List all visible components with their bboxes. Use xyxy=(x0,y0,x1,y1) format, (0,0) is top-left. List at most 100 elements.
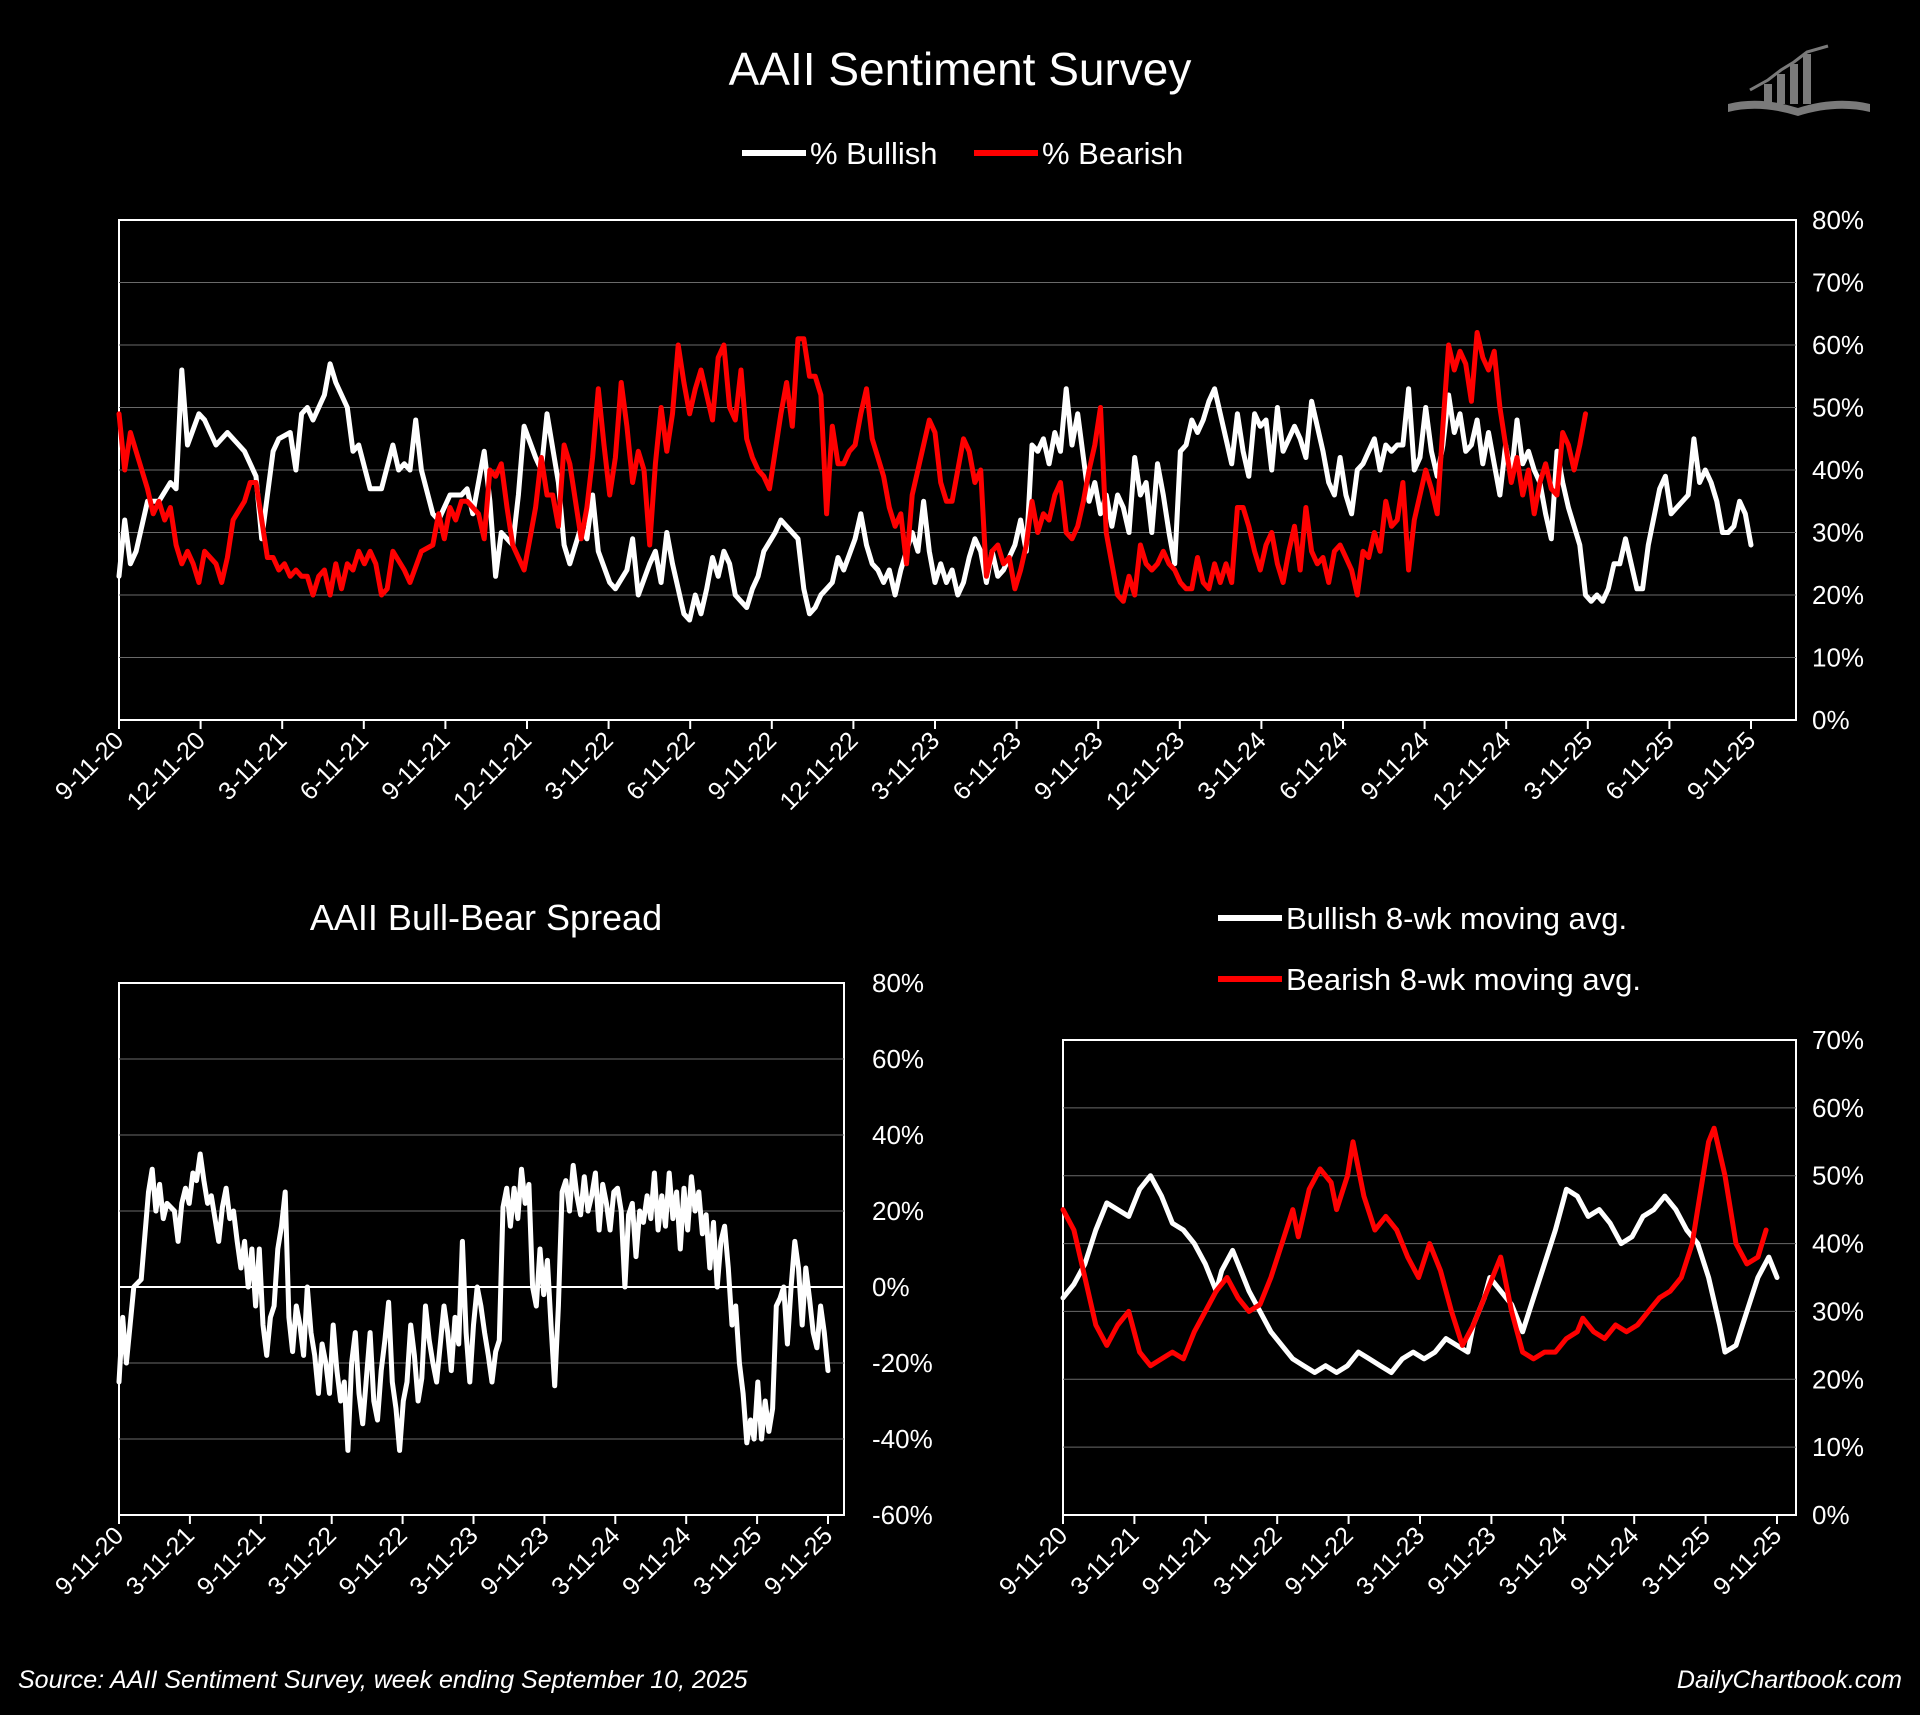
x-tick-label: 9-11-24 xyxy=(617,1521,696,1600)
y-tick-label: 30% xyxy=(1812,518,1864,548)
spread-x-axis: 9-11-203-11-219-11-213-11-229-11-223-11-… xyxy=(50,1515,838,1601)
moving-average-chart: 0%10%20%30%40%50%60%70% 9-11-203-11-219-… xyxy=(994,1025,1864,1601)
site-credit: DailyChartbook.com xyxy=(1677,1666,1902,1694)
x-tick-label: 3-11-24 xyxy=(546,1521,625,1600)
x-tick-label: 6-11-21 xyxy=(295,726,374,805)
y-tick-label: 40% xyxy=(1812,1229,1864,1259)
legend-label-bullish: % Bullish xyxy=(810,136,938,171)
moving-average-y-axis: 0% 10% 20% 30% 40% 50% 60% 70% xyxy=(1812,1025,1864,1530)
x-tick-label: 6-11-23 xyxy=(947,726,1026,805)
x-tick-label: 9-11-24 xyxy=(1355,726,1434,805)
y-tick-label: -20% xyxy=(872,1348,933,1378)
series-line-bearish xyxy=(116,330,1588,604)
y-tick-label: 70% xyxy=(1812,268,1864,298)
y-tick-label: 60% xyxy=(872,1044,924,1074)
series-line-bullish xyxy=(116,361,1754,623)
spread-plot-frame xyxy=(118,982,845,1516)
x-tick-label: 3-11-24 xyxy=(1192,726,1271,805)
x-tick-label: 3-11-23 xyxy=(1351,1521,1430,1600)
spread-y-axis: -60% -40% -20% 0% 20% 40% 60% 80% xyxy=(872,968,933,1530)
legend-label-bearish: % Bearish xyxy=(1042,136,1183,171)
y-tick-label: 50% xyxy=(1812,1161,1864,1191)
x-tick-label: 3-11-23 xyxy=(866,726,945,805)
y-tick-label: 40% xyxy=(1812,455,1864,485)
spread-chart: -60%-40%-20%0%20%40%60%80% 9-11-203-11-2… xyxy=(50,968,933,1601)
x-tick-label: 3-11-24 xyxy=(1494,1521,1573,1600)
y-tick-label: 60% xyxy=(1812,330,1864,360)
y-tick-label: 10% xyxy=(1812,1432,1864,1462)
y-tick-label: 0% xyxy=(872,1272,910,1302)
x-tick-label: 3-11-21 xyxy=(121,1521,200,1600)
y-tick-label: 20% xyxy=(1812,580,1864,610)
x-tick-label: 12-11-21 xyxy=(448,726,537,815)
y-tick-label: 30% xyxy=(1812,1296,1864,1326)
sentiment-chart: 0%10%20%30%40%50%60%70%80% 9-11-2012-11-… xyxy=(50,205,1864,816)
series-line-bullish-8-wk-moving-avg xyxy=(1060,1173,1780,1375)
x-tick-label: 12-11-24 xyxy=(1427,726,1516,815)
y-tick-label: 0% xyxy=(1812,1500,1850,1530)
x-tick-label: 9-11-25 xyxy=(1708,1521,1787,1600)
y-tick-label: 80% xyxy=(1812,205,1864,235)
y-tick-label: 40% xyxy=(872,1120,924,1150)
spread-gridlines xyxy=(119,1058,844,1440)
legend-label-bearish-ma: Bearish 8-wk moving avg. xyxy=(1286,962,1641,997)
x-tick-label: 12-11-22 xyxy=(774,726,863,815)
sentiment-series xyxy=(116,330,1754,623)
x-tick-label: 9-11-23 xyxy=(475,1521,554,1600)
x-tick-label: 9-11-23 xyxy=(1422,1521,1501,1600)
x-tick-label: 9-11-23 xyxy=(1029,726,1108,805)
y-tick-label: 60% xyxy=(1812,1093,1864,1123)
x-tick-label: 9-11-22 xyxy=(333,1521,412,1600)
x-tick-label: 9-11-20 xyxy=(50,1521,129,1600)
x-tick-label: 3-11-22 xyxy=(1208,1521,1287,1600)
moving-average-plot-frame xyxy=(1062,1039,1797,1516)
y-tick-label: 10% xyxy=(1812,643,1864,673)
x-tick-label: 9-11-20 xyxy=(50,726,129,805)
y-tick-label: 20% xyxy=(1812,1364,1864,1394)
sentiment-gridlines xyxy=(119,282,1796,658)
x-tick-label: 12-11-23 xyxy=(1101,726,1190,815)
x-tick-label: 3-11-25 xyxy=(688,1521,767,1600)
moving-average-series xyxy=(1060,1125,1780,1375)
x-tick-label: 3-11-25 xyxy=(1636,1521,1715,1600)
x-tick-label: 6-11-24 xyxy=(1274,726,1353,805)
book-bar-chart-logo-icon xyxy=(1728,44,1870,116)
y-tick-label: 70% xyxy=(1812,1025,1864,1055)
source-note: Source: AAII Sentiment Survey, week endi… xyxy=(18,1666,748,1694)
legend-label-bullish-ma: Bullish 8-wk moving avg. xyxy=(1286,901,1627,936)
x-tick-label: 9-11-22 xyxy=(703,726,782,805)
x-tick-label: 9-11-25 xyxy=(1682,726,1761,805)
x-tick-label: 3-11-23 xyxy=(404,1521,483,1600)
series-line-spread xyxy=(116,1151,831,1453)
y-tick-label: 80% xyxy=(872,968,924,998)
y-tick-label: 20% xyxy=(872,1196,924,1226)
x-tick-label: 9-11-21 xyxy=(192,1521,271,1600)
x-tick-label: 9-11-24 xyxy=(1565,1521,1644,1600)
y-tick-label: -40% xyxy=(872,1424,933,1454)
moving-average-x-axis: 9-11-203-11-219-11-213-11-229-11-223-11-… xyxy=(994,1515,1787,1601)
x-tick-label: 9-11-21 xyxy=(1137,1521,1216,1600)
page-title: AAII Sentiment Survey xyxy=(729,43,1192,95)
x-tick-label: 9-11-22 xyxy=(1279,1521,1358,1600)
spread-series xyxy=(116,1151,831,1453)
x-tick-label: 6-11-22 xyxy=(621,726,700,805)
x-tick-label: 3-11-21 xyxy=(213,726,292,805)
x-tick-label: 6-11-25 xyxy=(1600,726,1679,805)
x-tick-label: 3-11-25 xyxy=(1519,726,1598,805)
x-tick-label: 9-11-21 xyxy=(376,726,455,805)
x-tick-label: 12-11-20 xyxy=(122,726,211,815)
sentiment-y-axis: 0% 10% 20% 30% 40% 50% 60% 70% 80% xyxy=(1812,205,1864,735)
spread-chart-title: AAII Bull-Bear Spread xyxy=(310,897,662,938)
y-tick-label: 50% xyxy=(1812,393,1864,423)
y-tick-label: 0% xyxy=(1812,705,1850,735)
x-tick-label: 3-11-22 xyxy=(263,1521,342,1600)
x-tick-label: 9-11-20 xyxy=(994,1521,1073,1600)
y-tick-label: -60% xyxy=(872,1500,933,1530)
x-tick-label: 3-11-22 xyxy=(539,726,618,805)
x-tick-label: 9-11-25 xyxy=(759,1521,838,1600)
series-line-bearish-8-wk-moving-avg xyxy=(1060,1125,1769,1369)
x-tick-label: 3-11-21 xyxy=(1065,1521,1144,1600)
